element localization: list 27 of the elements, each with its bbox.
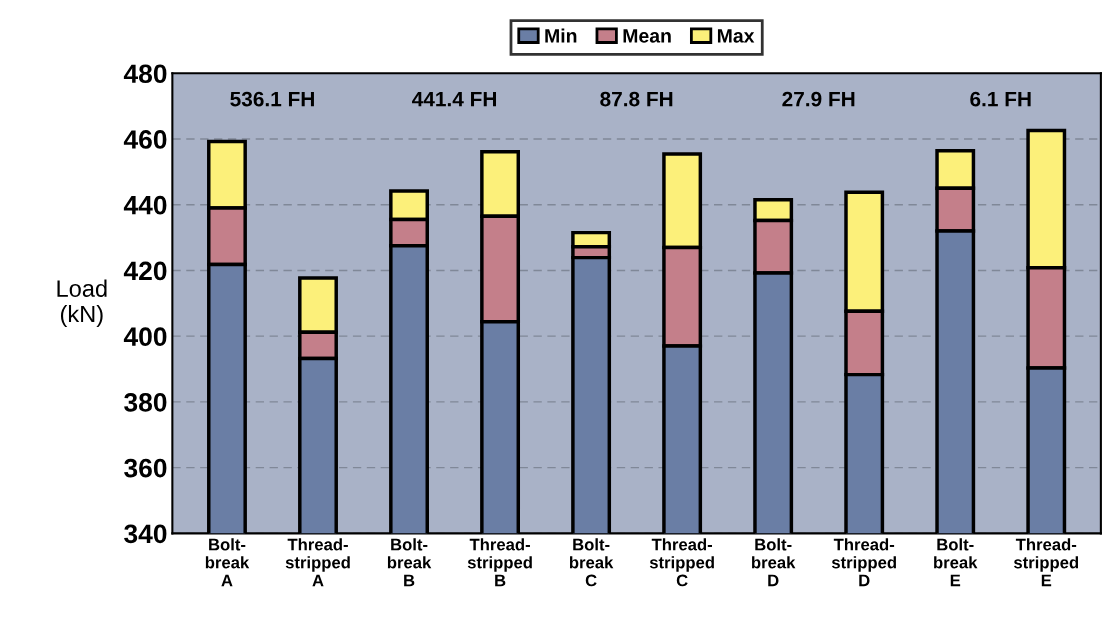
x-tick-label: Thread- stripped D	[831, 538, 896, 587]
annotation: 6.1 FH	[970, 91, 1031, 107]
x-tick-label: Bolt- break A	[205, 538, 250, 587]
annotation: 87.8 FH	[600, 91, 673, 107]
annotation: 441.4 FH	[412, 91, 496, 107]
x-tick-label: Bolt- break D	[752, 538, 796, 587]
x-tick-label: Bolt- break B	[387, 538, 432, 587]
legend-label: Mean	[623, 29, 671, 43]
x-tick-label: Thread- stripped A	[285, 538, 350, 587]
y-tick-label: 420	[123, 261, 167, 281]
y-tick-label: 440	[123, 195, 167, 215]
y-tick-label: 460	[123, 130, 167, 149]
x-tick-label: Bolt- break C	[569, 538, 614, 587]
x-tick-label: Bolt- break E	[934, 538, 978, 587]
y-tick-label: 380	[124, 393, 167, 412]
y-tick-label: 400	[123, 327, 167, 346]
annotation: 536.1 FH	[230, 91, 314, 107]
x-tick-label: Thread- stripped E	[1013, 538, 1079, 587]
y-tick-label: 360	[124, 458, 167, 478]
legend-label: Max	[717, 29, 755, 43]
y-tick-label: 480	[123, 64, 167, 84]
annotation: 27.9 FH	[782, 91, 855, 107]
x-tick-label: Thread- stripped B	[467, 538, 532, 587]
y-axis-title: Load (kN)	[57, 279, 107, 328]
legend-label: Min	[545, 28, 577, 43]
y-tick-label: 340	[124, 524, 167, 544]
x-tick-label: Thread- stripped C	[649, 538, 714, 587]
